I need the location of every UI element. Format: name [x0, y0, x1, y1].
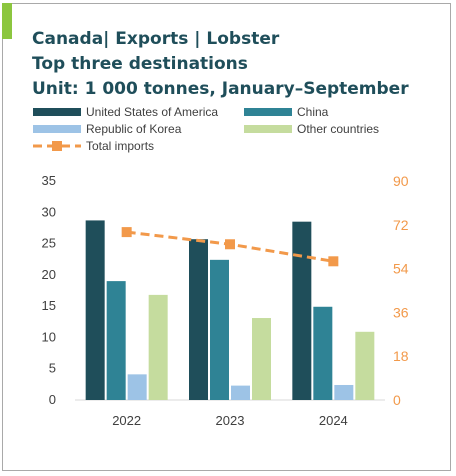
legend-item-china: China	[244, 105, 329, 119]
chart-title: Canada| Exports | Lobster	[32, 29, 280, 49]
legend-label-usa: United States of America	[86, 105, 218, 119]
legend-label-china: China	[297, 105, 329, 119]
x-tick-label: 2023	[216, 413, 245, 428]
bar-2022-0	[85, 220, 105, 400]
y-left-tick-label: 35	[42, 173, 56, 188]
y-left-tick-label: 0	[49, 392, 56, 407]
bar-2024-2	[334, 384, 354, 400]
total-imports-marker-2023	[225, 239, 235, 250]
legend-swatch-korea	[33, 125, 81, 133]
legend-marker-total	[52, 141, 62, 151]
chart-unit: Unit: 1 000 tonnes, January–September	[32, 79, 409, 99]
y-right-tick-label: 36	[393, 304, 409, 320]
bar-2022-2	[127, 374, 147, 400]
total-imports-marker-2022	[121, 227, 132, 238]
bar-2024-0	[292, 221, 312, 400]
legend-item-total: Total imports	[33, 139, 154, 153]
x-tick-label: 2024	[319, 413, 348, 428]
axes: 35 30 25 20 15 10 5 0 90 72 54 36 18 0 2022 2023 2024	[42, 173, 409, 428]
y-left-tick-label: 30	[42, 204, 56, 219]
y-left-tick-label: 10	[42, 329, 56, 344]
legend-item-korea: Republic of Korea	[33, 122, 182, 136]
bar-2024-1	[313, 306, 333, 400]
x-tick-label: 2022	[112, 413, 141, 428]
bar-2022-3	[148, 294, 168, 400]
y-right-tick-label: 18	[393, 348, 409, 364]
bar-2023-2	[231, 385, 250, 400]
total-imports-marker-2024	[328, 256, 339, 267]
y-left-tick-label: 15	[42, 298, 56, 313]
bar-2023-3	[252, 318, 271, 400]
y-left-tick-label: 5	[49, 361, 56, 376]
y-left-tick-label: 20	[42, 267, 56, 282]
bar-2023-1	[210, 259, 229, 400]
legend-item-usa: United States of America	[33, 105, 218, 119]
accent-bar	[2, 3, 12, 39]
chart-subtitle: Top three destinations	[32, 54, 248, 74]
y-right-tick-label: 0	[393, 392, 401, 408]
y-right-tick-label: 54	[393, 261, 409, 277]
legend-swatch-usa	[33, 108, 81, 116]
legend-label-total: Total imports	[86, 139, 154, 153]
legend-item-other: Other countries	[244, 122, 379, 136]
bar-2024-3	[355, 331, 375, 400]
legend-label-korea: Republic of Korea	[86, 122, 182, 136]
bar-2023-0	[189, 239, 208, 400]
y-right-tick-label: 90	[393, 173, 409, 189]
y-left-tick-label: 25	[42, 236, 56, 251]
legend: United States of America China Republic …	[33, 105, 379, 153]
total-line	[121, 227, 339, 267]
y-right-tick-label: 72	[393, 217, 409, 233]
legend-swatch-china	[244, 108, 292, 116]
legend-swatch-other	[244, 125, 292, 133]
bars	[85, 220, 375, 400]
legend-label-other: Other countries	[297, 122, 379, 136]
bar-2022-1	[106, 281, 126, 400]
